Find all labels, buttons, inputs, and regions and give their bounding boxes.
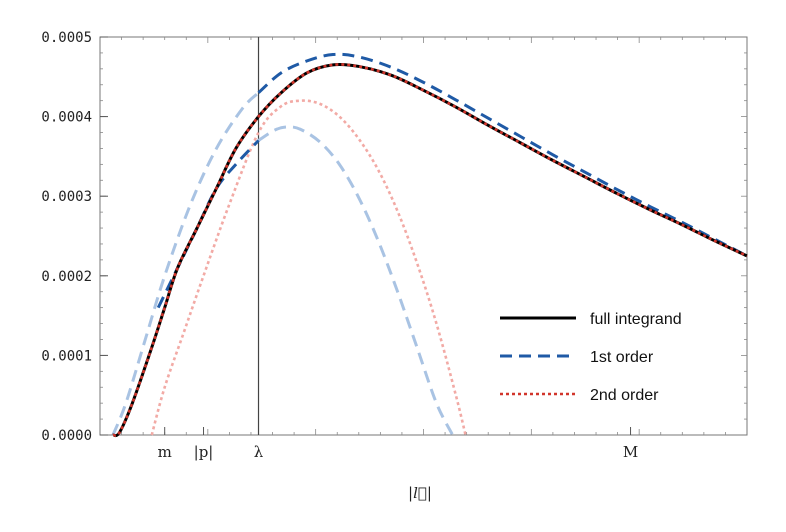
legend: full integrand 1st order 2nd order (500, 311, 682, 404)
y-tick-label: 0.0000 (41, 428, 92, 444)
x-tick-label: |p| (194, 443, 214, 461)
series-line-faint-4 (257, 125, 454, 436)
legend-label: full integrand (590, 311, 682, 328)
series-line-faint-3 (111, 91, 260, 436)
x-tick-label: m (158, 443, 172, 461)
series-line-2nd-order (112, 63, 748, 437)
x-axis-title: |l⃗| (408, 484, 432, 502)
legend-label: 2nd order (590, 387, 659, 404)
y-tick-label: 0.0002 (41, 269, 92, 285)
x-tick-label: λ (254, 443, 264, 461)
legend-label: 1st order (590, 349, 654, 366)
plot-frame (99, 36, 748, 436)
series-line-faint-5 (150, 99, 467, 436)
x-tick-label: M (623, 443, 638, 461)
y-tick-label: 0.0003 (41, 189, 92, 205)
y-tick-label: 0.0001 (41, 348, 92, 364)
series-group (111, 52, 748, 438)
series-line-1st-order (257, 52, 748, 258)
x-category-ticks: m |p| λ M (158, 427, 638, 461)
minor-ticks (100, 37, 747, 435)
series-line-full-integrand (112, 62, 748, 438)
y-tick-label: 0.0005 (41, 30, 92, 46)
y-axis-ticks: 0.0000 0.0001 0.0002 0.0003 0.0004 0.0005 (41, 30, 108, 444)
y-tick-label: 0.0004 (41, 110, 92, 126)
